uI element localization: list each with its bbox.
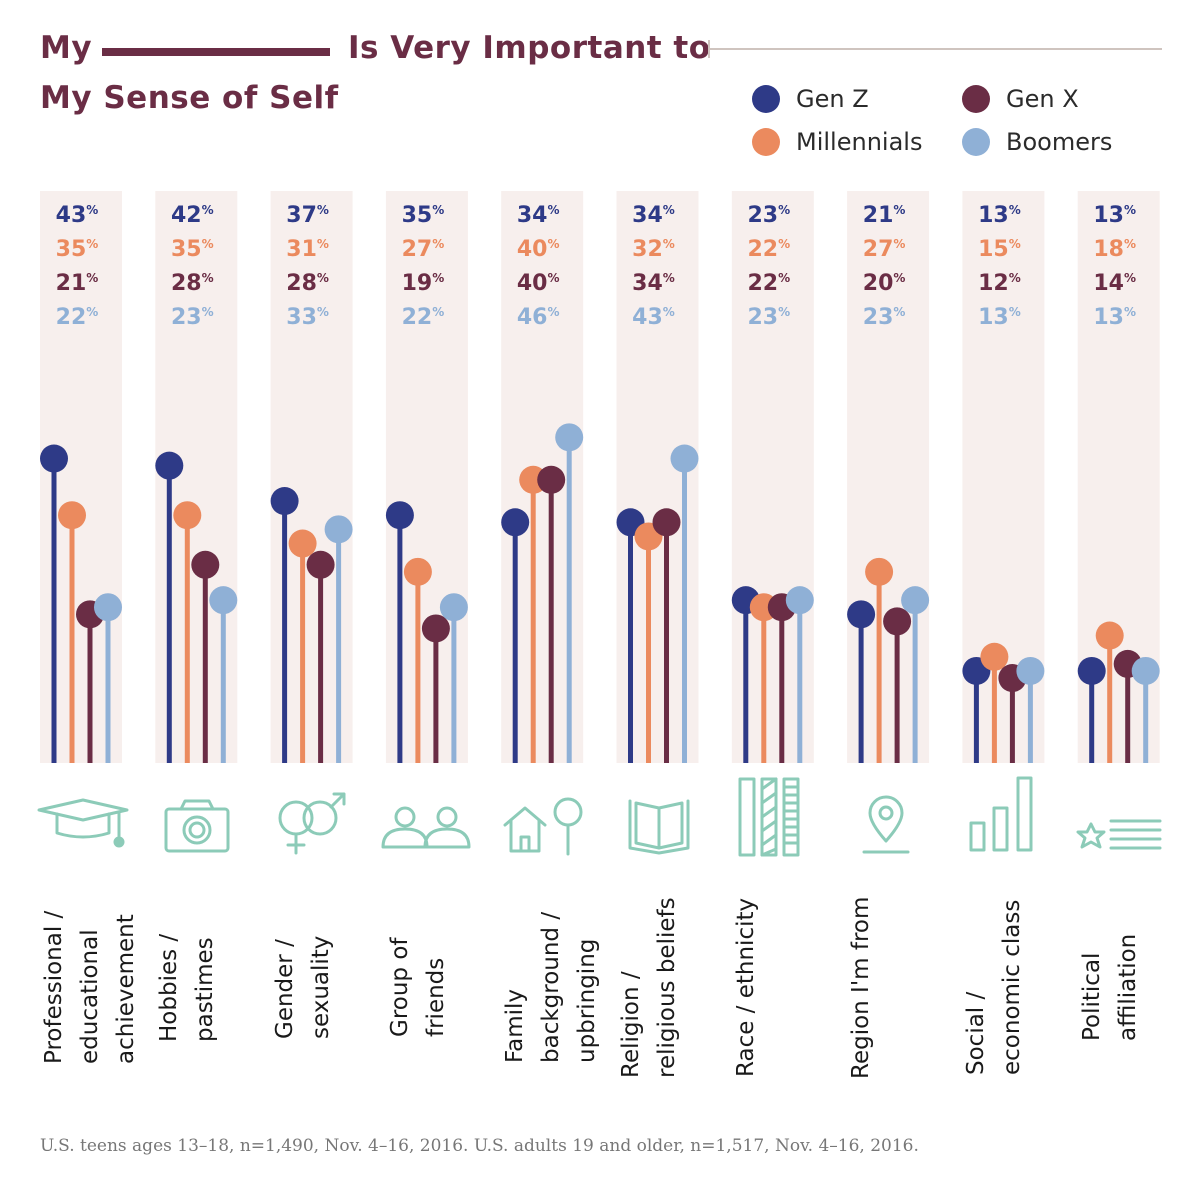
dot-boomers-religion-religious-beliefs [670, 444, 699, 473]
category-label-family-background-upbringing: Family background / upbringing [502, 911, 601, 1064]
dot-boomers-social-economic-class [1016, 656, 1045, 685]
dot-millennials-political-affiliation [1095, 621, 1124, 650]
data-label-gen-z-social-economic-class: 13% [978, 203, 1021, 228]
data-label-gen-x-social-economic-class: 12% [978, 271, 1021, 296]
legend-item-millennials: Millennials [752, 128, 922, 156]
dot-boomers-race-ethnicity [785, 586, 814, 615]
dot-gen-z-gender-sexuality [270, 487, 299, 516]
dot-gen-x-group-of-friends [421, 614, 450, 643]
dot-gen-x-religion-religious-beliefs [652, 508, 681, 537]
chart-title-part-1: My [40, 30, 93, 66]
gender-symbols-icon [278, 792, 346, 855]
dot-boomers-region-i-m-from [901, 586, 930, 615]
dot-millennials-gender-sexuality [288, 529, 317, 558]
category-label-social-economic-class: Social / economic class [963, 899, 1026, 1076]
dot-gen-x-family-background-upbringing [537, 465, 566, 494]
data-label-gen-z-hobbies-pastimes: 42% [171, 203, 214, 228]
title-rule [710, 48, 1162, 50]
dot-gen-x-region-i-m-from [883, 607, 912, 636]
category-label-race-ethnicity: Race / ethnicity [732, 897, 759, 1078]
dot-millennials-social-economic-class [980, 642, 1009, 671]
dot-gen-z-political-affiliation [1077, 656, 1106, 685]
legend-item-boomers: Boomers [962, 128, 1112, 156]
dot-gen-z-professional-educational-achievement [40, 444, 68, 473]
house-and-tree-icon [503, 797, 583, 856]
title-rule-tick [708, 40, 710, 58]
dot-gen-x-hobbies-pastimes [191, 550, 220, 579]
dot-boomers-gender-sexuality [324, 515, 353, 544]
title-blank-line [102, 48, 330, 56]
legend-label-gen-z: Gen Z [796, 85, 869, 113]
category-label-professional-educational-achievement: Professional / educational achievement [41, 910, 139, 1065]
data-label-boomers-region-i-m-from: 23% [863, 305, 906, 330]
legend-swatch-boomers [962, 128, 990, 156]
legend-item-gen-z: Gen Z [752, 85, 869, 113]
category-label-political-affiliation: Political affiliation [1078, 933, 1141, 1042]
data-label-boomers-family-background-upbringing: 46% [517, 305, 560, 330]
category-label-religion-religious-beliefs: Religion / religious beliefs [617, 897, 680, 1078]
legend-swatch-gen-x [962, 85, 990, 113]
dot-gen-z-region-i-m-from [847, 600, 876, 629]
dot-millennials-hobbies-pastimes [173, 501, 202, 530]
bar-chart-icon [969, 776, 1033, 852]
data-label-boomers-hobbies-pastimes: 23% [171, 305, 214, 330]
dot-millennials-professional-educational-achievement [58, 501, 86, 530]
dot-gen-z-family-background-upbringing [501, 508, 530, 537]
dot-boomers-political-affiliation [1131, 656, 1160, 685]
graduation-cap-icon [37, 798, 129, 848]
legend-label-boomers: Boomers [1006, 128, 1113, 156]
dot-boomers-family-background-upbringing [555, 423, 584, 452]
camera-icon [164, 799, 230, 853]
dot-gen-z-hobbies-pastimes [155, 451, 184, 480]
dot-boomers-hobbies-pastimes [209, 586, 238, 615]
dot-boomers-group-of-friends [439, 593, 468, 622]
category-label-gender-sexuality: Gender / sexuality [271, 935, 334, 1040]
dot-gen-x-gender-sexuality [306, 550, 335, 579]
open-book-icon [628, 799, 690, 855]
dot-millennials-region-i-m-from [865, 557, 894, 586]
chart-title-part-3: My Sense of Self [40, 80, 339, 116]
striped-bars-icon [738, 777, 800, 857]
data-label-gen-x-group-of-friends: 19% [402, 271, 445, 296]
dot-millennials-group-of-friends [403, 557, 432, 586]
data-label-gen-z-family-background-upbringing: 34% [517, 203, 560, 228]
group-of-people-icon [381, 806, 471, 849]
category-label-region-i-m-from: Region I'm from [848, 896, 875, 1079]
star-and-lines-icon [1076, 819, 1162, 850]
legend-label-gen-x: Gen X [1006, 85, 1079, 113]
legend-swatch-gen-z [752, 85, 780, 113]
location-pin-icon [862, 795, 910, 854]
category-label-hobbies-pastimes: Hobbies / pastimes [156, 933, 219, 1042]
footnote: U.S. teens ages 13–18, n=1,490, Nov. 4–1… [40, 1136, 919, 1156]
chart-title-part-2: Is Very Important to [348, 30, 711, 66]
dot-gen-z-group-of-friends [385, 501, 414, 530]
legend-item-gen-x: Gen X [962, 85, 1079, 113]
legend-swatch-millennials [752, 128, 780, 156]
category-label-group-of-friends: Group of friends [386, 937, 449, 1038]
legend-label-millennials: Millennials [796, 128, 923, 156]
dot-boomers-professional-educational-achievement [94, 593, 122, 622]
